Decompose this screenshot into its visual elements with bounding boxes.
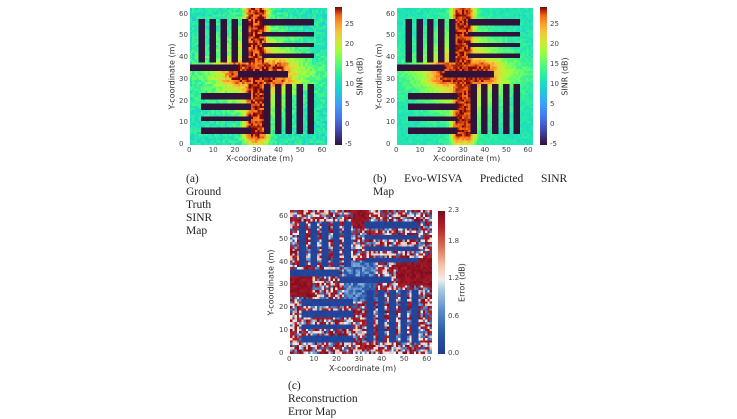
colorbar-tick-b: 20 [550, 41, 559, 48]
colorbar-tick-b: 15 [550, 61, 559, 68]
heatmap-ground-truth-sinr [190, 8, 327, 145]
x-tick-b: 20 [437, 147, 446, 154]
colorbar-tick-c: 1.8 [448, 238, 459, 245]
y-tick-c: 0 [279, 350, 283, 357]
y-tick-a: 20 [179, 98, 188, 105]
x-tick-b: 0 [394, 147, 398, 154]
x-tick-a: 20 [230, 147, 239, 154]
caption-b-line1: (b) Evo-WISVA Predicted SINR [373, 173, 570, 186]
colorbar-tick-a: 25 [345, 21, 354, 28]
x-tick-c: 0 [287, 356, 291, 363]
heatmap-reconstruction-error [290, 210, 432, 354]
x-tick-b: 10 [416, 147, 425, 154]
colorbar-tick-a: 20 [345, 41, 354, 48]
y-tick-c: 30 [279, 281, 288, 288]
x-tick-b: 40 [480, 147, 489, 154]
colorbar-tick-c: 2.3 [448, 207, 459, 214]
colorbar-tick-a: 5 [345, 101, 349, 108]
y-tick-b: 40 [386, 54, 395, 61]
x-tick-a: 10 [209, 147, 218, 154]
y-tick-b: 20 [386, 98, 395, 105]
y-tick-c: 40 [279, 259, 288, 266]
y-tick-a: 50 [179, 32, 188, 39]
colorbar-tick-c: 0.0 [448, 350, 459, 357]
y-tick-b: 0 [386, 141, 390, 148]
x-tick-a: 30 [252, 147, 261, 154]
y-axis-label-a: Y-coordinate (m) [168, 42, 177, 112]
y-tick-b: 60 [386, 11, 395, 18]
y-tick-b: 30 [386, 76, 395, 83]
colorbar-tick-a: -5 [345, 141, 352, 148]
colorbar-error [438, 211, 445, 354]
colorbar-tick-a: 0 [345, 121, 349, 128]
x-tick-a: 50 [296, 147, 305, 154]
colorbar-tick-b: -5 [550, 141, 557, 148]
colorbar-sinr-a [335, 7, 342, 145]
colorbar-label-a: SINR (dB) [356, 52, 365, 102]
x-tick-c: 60 [422, 356, 431, 363]
y-tick-a: 60 [179, 11, 188, 18]
x-tick-c: 40 [377, 356, 386, 363]
colorbar-tick-c: 0.6 [448, 313, 459, 320]
x-tick-b: 30 [459, 147, 468, 154]
y-tick-b: 50 [386, 32, 395, 39]
colorbar-tick-a: 10 [345, 81, 354, 88]
colorbar-sinr-b [540, 7, 547, 145]
x-axis-label-b: X-coordinate (m) [433, 154, 500, 163]
x-tick-c: 30 [355, 356, 364, 363]
x-tick-a: 40 [274, 147, 283, 154]
y-tick-a: 0 [179, 141, 183, 148]
caption-b: (b) Evo-WISVA Predicted SINR Map [373, 173, 570, 199]
caption-b-line2: Map [373, 186, 570, 199]
colorbar-tick-b: 25 [550, 21, 559, 28]
y-tick-b: 10 [386, 119, 395, 126]
x-tick-b: 60 [524, 147, 533, 154]
y-tick-a: 40 [179, 54, 188, 61]
caption-a: (a) Ground Truth SINR Map [186, 173, 221, 238]
x-tick-c: 10 [310, 356, 319, 363]
x-tick-c: 20 [332, 356, 341, 363]
x-tick-a: 0 [187, 147, 191, 154]
y-tick-c: 20 [279, 304, 288, 311]
x-axis-label-a: X-coordinate (m) [226, 154, 293, 163]
y-tick-c: 50 [279, 236, 288, 243]
colorbar-label-c: Error (dB) [458, 258, 467, 308]
x-tick-a: 60 [317, 147, 326, 154]
x-axis-label-c: X-coordinate (m) [329, 364, 396, 373]
colorbar-tick-a: 15 [345, 61, 354, 68]
colorbar-label-b: SINR (dB) [561, 52, 570, 102]
colorbar-tick-b: 10 [550, 81, 559, 88]
x-tick-b: 50 [502, 147, 511, 154]
y-axis-label-b: Y-coordinate (m) [375, 42, 384, 112]
colorbar-tick-c: 1.2 [448, 275, 459, 282]
x-tick-c: 50 [400, 356, 409, 363]
y-tick-a: 10 [179, 119, 188, 126]
colorbar-tick-b: 0 [550, 121, 554, 128]
colorbar-tick-b: 5 [550, 101, 554, 108]
y-tick-a: 30 [179, 76, 188, 83]
y-tick-c: 10 [279, 327, 288, 334]
y-axis-label-c: Y-coordinate (m) [267, 248, 276, 318]
y-tick-c: 60 [279, 213, 288, 220]
heatmap-predicted-sinr [397, 8, 533, 145]
